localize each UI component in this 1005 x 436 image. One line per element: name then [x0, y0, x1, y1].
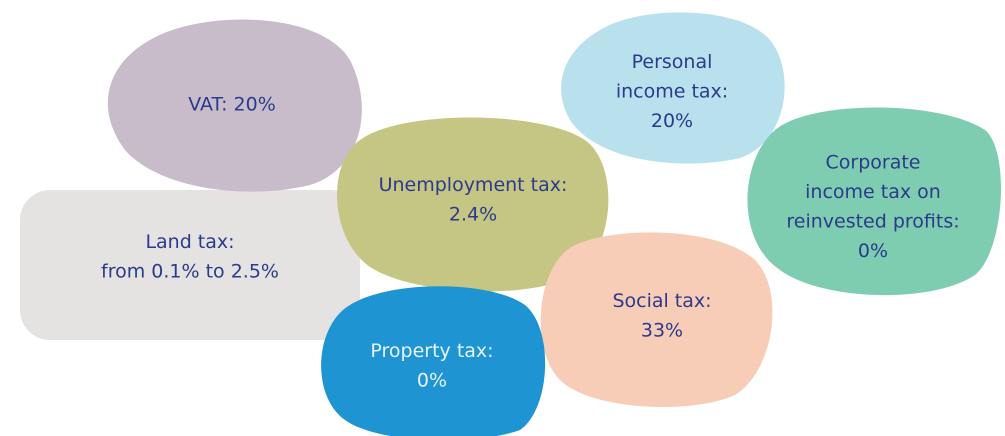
node-label: income tax on — [805, 181, 941, 203]
node-label: Unemployment tax: — [379, 174, 568, 196]
node-label: Personal — [632, 51, 713, 73]
property-blob — [321, 286, 546, 436]
social-blob — [540, 232, 773, 407]
node-label: reinvested profits: — [786, 210, 959, 232]
node-label: from 0.1% to 2.5% — [101, 260, 279, 282]
node-label: Corporate — [826, 151, 921, 173]
node-label: Property tax: — [370, 340, 493, 362]
node-label: 0% — [858, 240, 888, 262]
node-label: 20% — [651, 110, 693, 132]
node-label: income tax: — [616, 81, 728, 103]
node-label: VAT: 20% — [188, 94, 276, 116]
personal-blob — [561, 12, 785, 164]
corporate-blob — [747, 107, 1002, 296]
node-label: Land tax: — [145, 231, 234, 253]
node-label: Social tax: — [612, 290, 711, 312]
node-label: 33% — [641, 319, 683, 341]
node-label: 2.4% — [449, 203, 497, 225]
unemployment-blob — [337, 117, 609, 292]
node-label: 0% — [417, 369, 447, 391]
vat-blob — [107, 19, 362, 192]
land-blob — [20, 190, 360, 340]
